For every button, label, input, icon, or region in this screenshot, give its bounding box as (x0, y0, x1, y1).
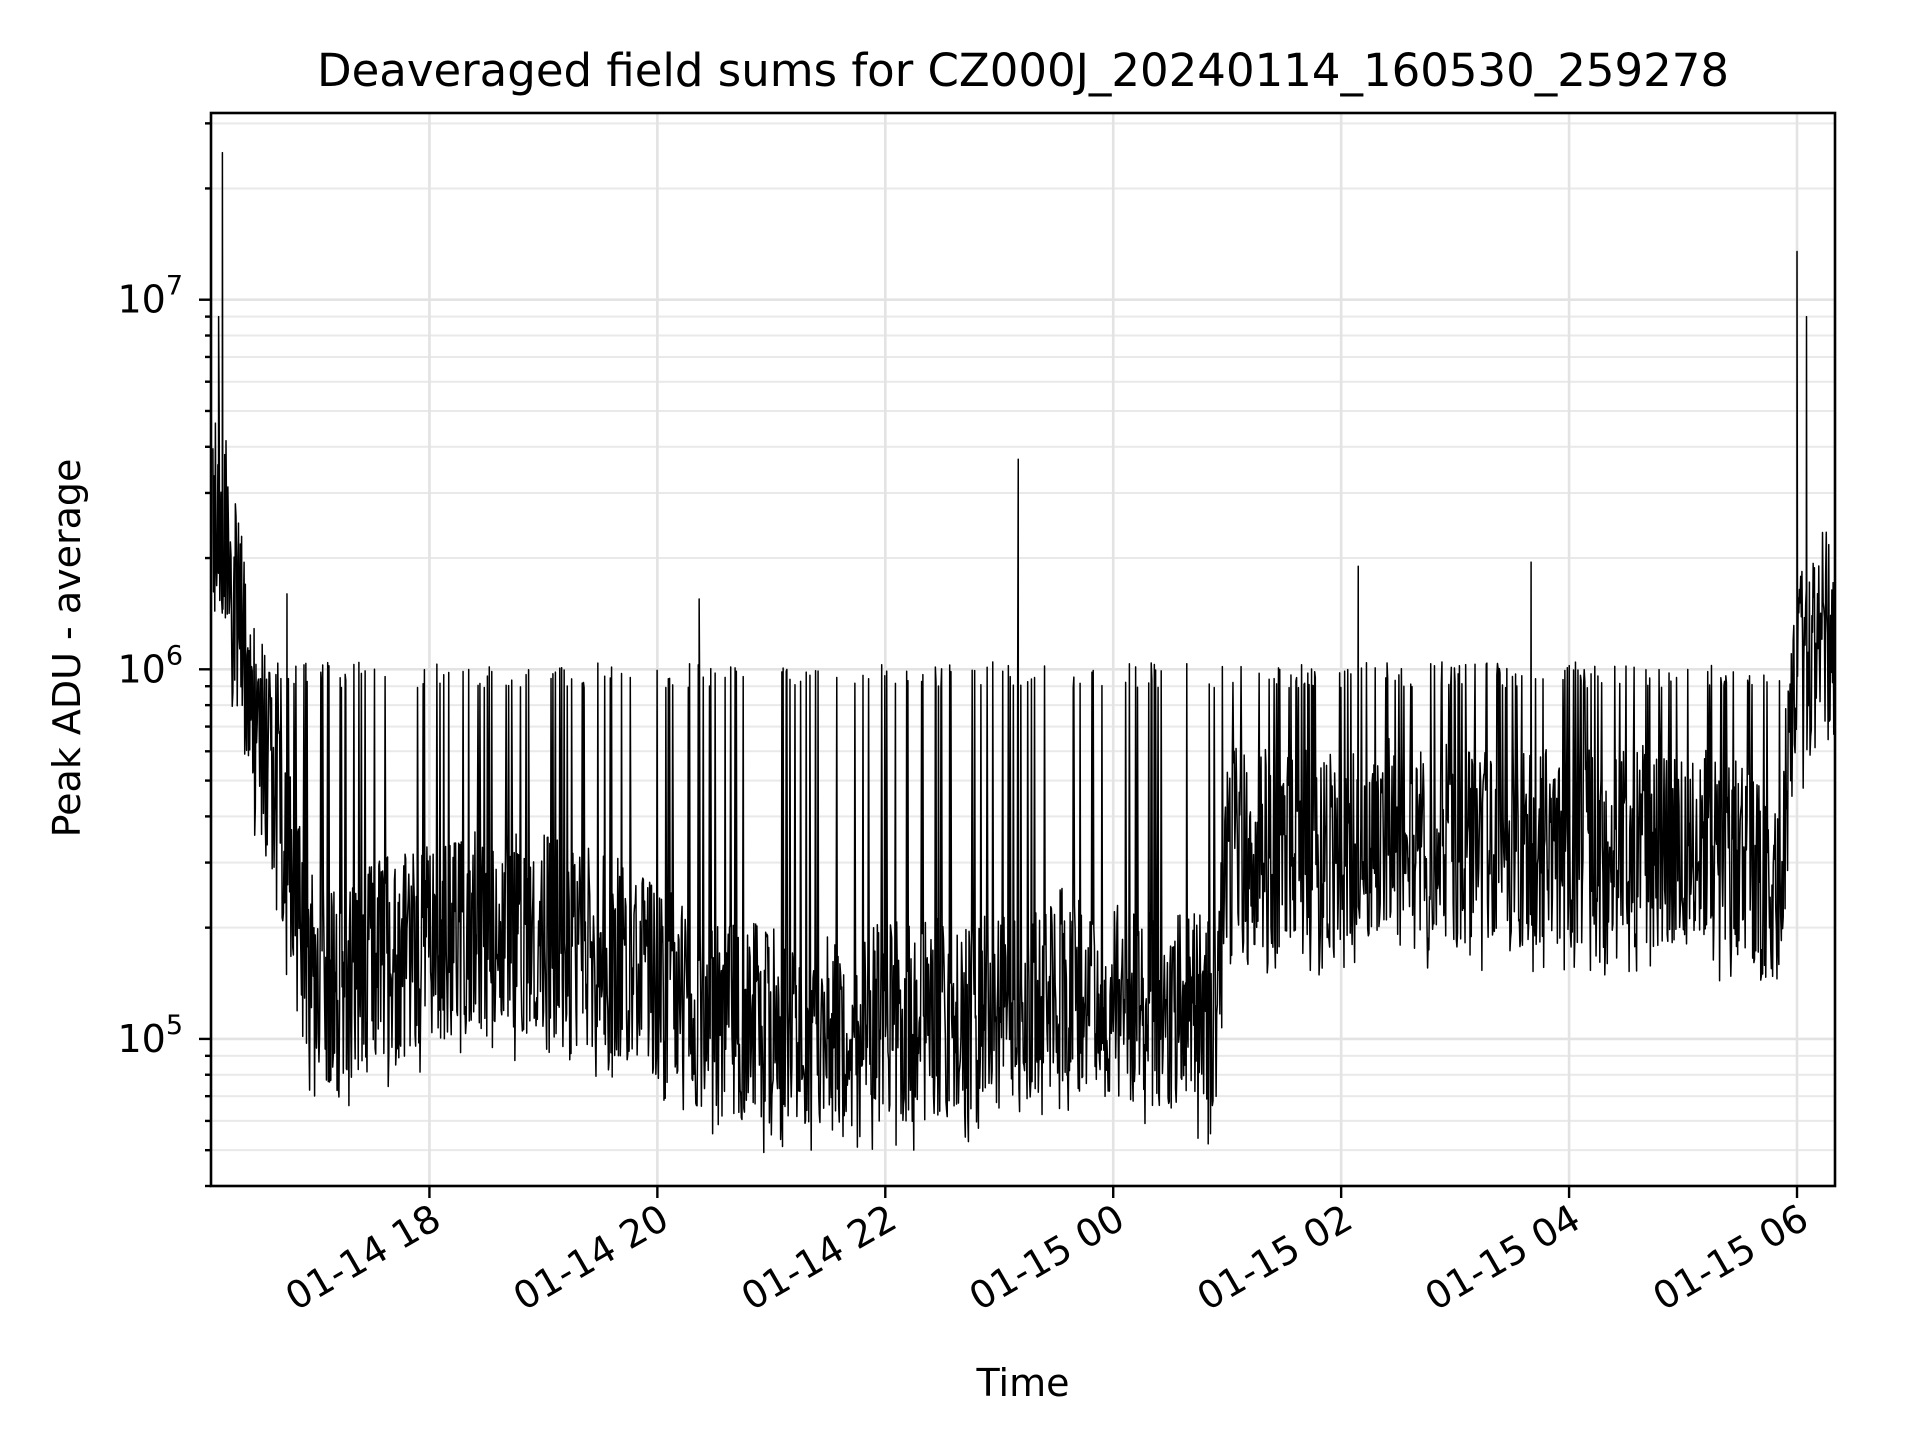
y-tick-label: 107 (117, 271, 183, 322)
y-tick-label: 106 (117, 640, 183, 691)
series-line (212, 151, 1836, 1154)
x-tick-label: 01-14 18 (278, 1196, 448, 1320)
y-tick-label-base: 10 (117, 647, 165, 691)
y-tick-label: 105 (117, 1010, 183, 1061)
x-tick-label: 01-15 02 (1190, 1196, 1360, 1320)
x-tick-label: 01-15 04 (1418, 1196, 1588, 1320)
plot-frame (209, 111, 1837, 1188)
x-tick-label: 01-14 20 (506, 1196, 676, 1320)
chart-title: Deaveraged field sums for CZ000J_2024011… (317, 44, 1729, 97)
y-tick-label-exponent: 6 (166, 640, 183, 671)
series-line-group (212, 151, 1836, 1154)
y-tick-label-base: 10 (117, 1017, 165, 1061)
x-axis-label: Time (976, 1361, 1070, 1405)
x-tick-label: 01-15 00 (962, 1196, 1132, 1320)
axis-ticks (199, 122, 1799, 1198)
x-tick-label: 01-14 22 (734, 1196, 904, 1320)
y-tick-label-base: 10 (117, 278, 165, 322)
y-axis-label: Peak ADU - average (45, 459, 89, 838)
y-tick-label-exponent: 7 (166, 271, 183, 302)
x-tick-label: 01-15 06 (1646, 1196, 1816, 1320)
x-tick-labels: 01-14 18 01-14 20 01-14 22 01-15 00 01-15 02… (278, 1196, 1816, 1320)
y-tick-label-exponent: 5 (166, 1010, 183, 1041)
